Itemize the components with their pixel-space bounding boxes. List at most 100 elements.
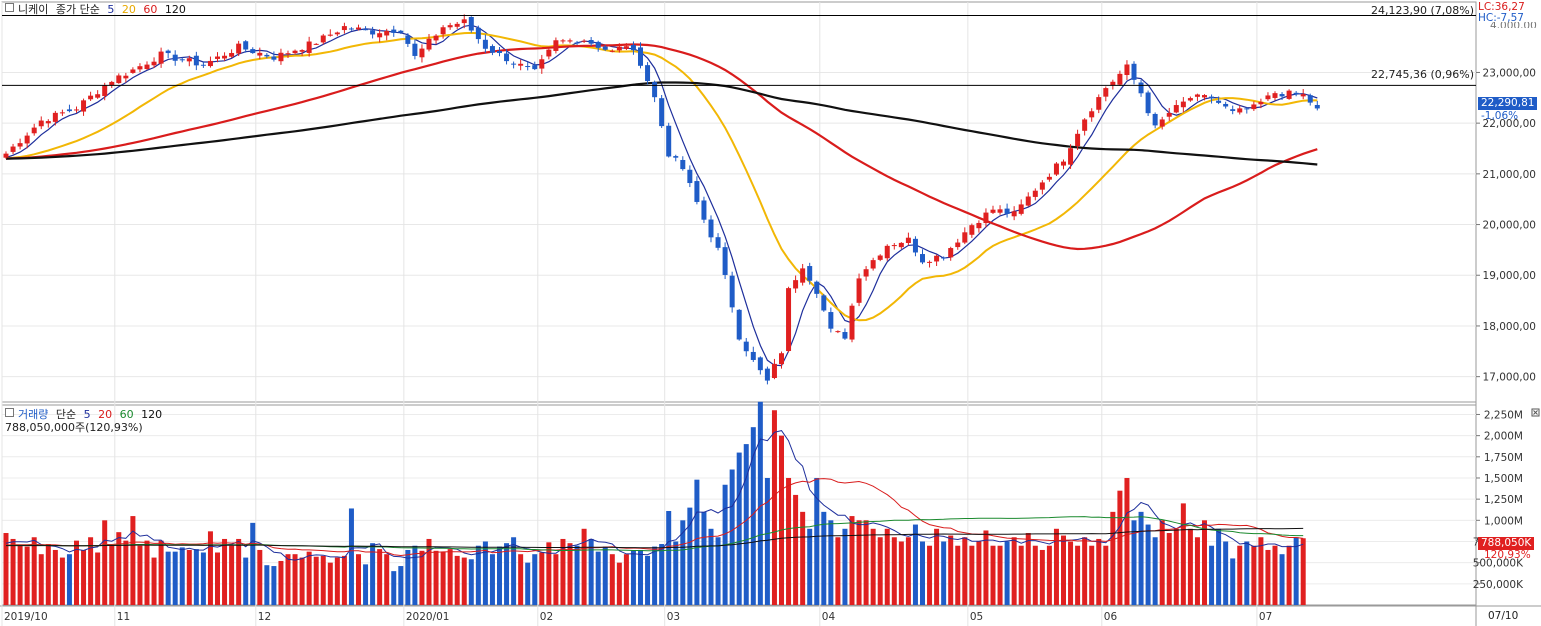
volume-bar	[581, 528, 587, 605]
candle-body	[1216, 100, 1222, 103]
candle-body	[144, 64, 150, 70]
volume-bar	[877, 537, 883, 605]
hline-mid-label: 22,745,36 (0,96%)	[1370, 68, 1474, 81]
price-tick-label: 19,000,00	[1483, 270, 1536, 282]
candle-body	[553, 40, 559, 51]
ma60-line	[5, 43, 1318, 251]
candle-body	[1096, 97, 1102, 110]
candle-body	[821, 295, 827, 311]
candle-body	[398, 30, 404, 33]
legend-toggle-icon[interactable]	[5, 3, 14, 12]
candle-body	[257, 52, 263, 56]
legend-toggle-icon[interactable]	[5, 408, 14, 417]
candle-body	[461, 19, 467, 24]
candle-body	[927, 261, 933, 263]
volume-bar	[363, 564, 369, 605]
volume-bar	[419, 550, 425, 605]
candle-body	[1075, 133, 1081, 147]
candle-body	[807, 266, 813, 281]
x-tick-label: 05	[970, 611, 983, 623]
volume-bar	[398, 566, 404, 605]
candle-body	[271, 56, 277, 60]
volume-bar	[630, 550, 636, 605]
volume-bar	[1230, 558, 1236, 605]
volume-bar	[623, 554, 629, 605]
candle-body	[24, 135, 30, 144]
candle-body	[179, 59, 185, 61]
volume-bar	[1018, 545, 1024, 605]
volume-bar	[102, 520, 108, 605]
volume-bar	[666, 511, 672, 605]
volume-bar	[1103, 545, 1109, 605]
current-change-label: -1,06%	[1481, 110, 1519, 122]
candle-body	[165, 50, 171, 54]
volume-bar	[88, 537, 94, 605]
candle-body	[800, 268, 806, 283]
volume-bar	[81, 549, 87, 605]
volume-bar	[1096, 538, 1102, 605]
volume-bar	[588, 538, 594, 605]
candle-body	[384, 30, 390, 36]
volume-bar	[186, 549, 192, 605]
volume-bar	[504, 543, 510, 605]
volume-bar	[123, 540, 129, 605]
volume-bar	[849, 516, 855, 605]
volume-bar	[405, 549, 411, 605]
candle-body	[1258, 101, 1264, 105]
candle-body	[158, 51, 164, 64]
price-tick-label: 17,000,00	[1483, 372, 1536, 384]
volume-bar	[236, 538, 242, 605]
ma20-line	[5, 31, 1318, 322]
candle-body	[215, 56, 220, 59]
volume-bar	[976, 541, 982, 605]
candle-body	[186, 58, 192, 62]
candle-body	[1039, 182, 1045, 190]
top-tick-partial: 4,000,00	[1490, 22, 1537, 28]
volume-tick-label: 2,000M	[1484, 431, 1523, 443]
volume-bar	[941, 541, 947, 605]
candle-body	[1124, 64, 1130, 76]
volume-bar	[1004, 541, 1010, 605]
volume-bar	[546, 542, 552, 605]
volume-bar	[243, 557, 249, 605]
volume-bar	[659, 544, 665, 605]
volume-bar	[193, 549, 199, 605]
candle-body	[250, 49, 256, 54]
candle-body	[1286, 90, 1292, 99]
candle-body	[1265, 95, 1271, 100]
volume-bar	[384, 554, 390, 605]
candle-body	[1025, 196, 1031, 206]
candle-body	[1032, 190, 1038, 197]
volume-bar	[52, 549, 58, 605]
candle-body	[828, 312, 834, 329]
candle-body	[1117, 73, 1123, 85]
candle-body	[377, 33, 383, 38]
volume-bar	[821, 511, 827, 605]
volume-bar	[764, 477, 770, 605]
volume-bar	[898, 541, 904, 605]
volume-bar	[447, 549, 453, 605]
volume-bar	[250, 522, 256, 605]
candle-body	[59, 112, 65, 114]
volume-bar	[165, 551, 171, 605]
volume-bar	[348, 508, 354, 605]
candle-body	[489, 46, 495, 53]
x-tick-label: 07	[1259, 611, 1272, 623]
candle-body	[504, 53, 510, 62]
price-moving-averages	[5, 24, 1318, 367]
candle-body	[680, 159, 686, 170]
candle-body	[327, 34, 333, 36]
candle-body	[771, 363, 777, 378]
volume-bar	[694, 479, 700, 605]
price-tick-label: 23,000,00	[1483, 67, 1536, 79]
candle-body	[285, 53, 291, 55]
volume-bar	[532, 554, 538, 605]
candle-body	[1307, 95, 1313, 103]
volume-bar	[920, 541, 925, 605]
candle-body	[750, 351, 756, 360]
candle-body	[1103, 88, 1109, 97]
volume-bar	[45, 544, 51, 605]
volume-tick-label: 1,250M	[1484, 494, 1523, 506]
volume-bar	[440, 551, 446, 605]
hline-high-label: 24,123,90 (7,08%)	[1370, 4, 1474, 17]
